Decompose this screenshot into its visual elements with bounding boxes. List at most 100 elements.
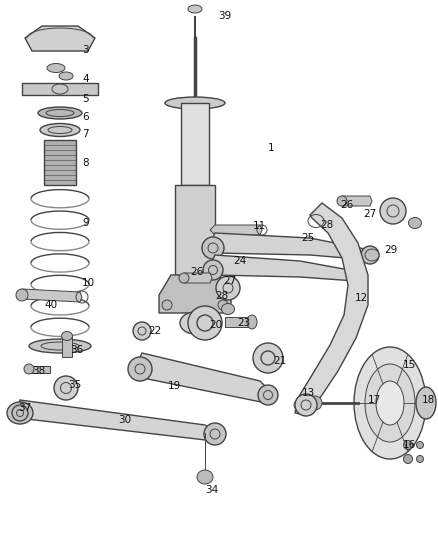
Text: 24: 24 — [233, 256, 246, 266]
Ellipse shape — [38, 107, 82, 119]
Text: 37: 37 — [18, 403, 31, 413]
Bar — [225, 317, 251, 327]
Text: 1: 1 — [268, 143, 275, 153]
Bar — [28, 366, 50, 373]
Ellipse shape — [247, 315, 257, 329]
Ellipse shape — [216, 276, 240, 300]
Ellipse shape — [416, 387, 436, 419]
Ellipse shape — [204, 423, 226, 445]
Ellipse shape — [59, 72, 73, 80]
Text: 18: 18 — [422, 395, 435, 405]
Ellipse shape — [188, 306, 222, 340]
Polygon shape — [210, 225, 262, 235]
Text: 19: 19 — [168, 381, 181, 391]
Text: 20: 20 — [209, 320, 222, 330]
Ellipse shape — [162, 300, 172, 310]
Text: 27: 27 — [223, 276, 236, 286]
Text: 15: 15 — [403, 360, 416, 370]
Text: 21: 21 — [273, 356, 286, 366]
Ellipse shape — [47, 63, 65, 72]
Bar — [175, 185, 215, 275]
Ellipse shape — [417, 441, 424, 448]
Polygon shape — [159, 275, 231, 313]
Ellipse shape — [133, 322, 151, 340]
Text: 23: 23 — [237, 318, 250, 328]
Polygon shape — [210, 233, 370, 260]
Ellipse shape — [222, 303, 234, 314]
Polygon shape — [25, 26, 95, 51]
Polygon shape — [136, 353, 272, 403]
Ellipse shape — [54, 376, 78, 400]
Text: 26: 26 — [340, 200, 353, 210]
Ellipse shape — [203, 260, 223, 280]
Ellipse shape — [417, 456, 424, 463]
Text: 34: 34 — [205, 485, 218, 495]
Ellipse shape — [365, 364, 415, 442]
Polygon shape — [182, 273, 212, 283]
Text: 6: 6 — [82, 112, 88, 122]
Ellipse shape — [365, 249, 379, 261]
Text: 39: 39 — [218, 11, 231, 21]
Text: 26: 26 — [190, 267, 203, 277]
Text: 11: 11 — [253, 221, 266, 231]
Ellipse shape — [337, 196, 347, 206]
Text: 13: 13 — [302, 388, 315, 398]
Ellipse shape — [16, 289, 28, 301]
Bar — [181, 103, 209, 185]
Ellipse shape — [12, 405, 28, 421]
Ellipse shape — [361, 246, 379, 264]
Bar — [62, 337, 72, 357]
Ellipse shape — [202, 237, 224, 259]
Ellipse shape — [354, 347, 426, 459]
Bar — [44, 140, 76, 185]
Ellipse shape — [40, 124, 80, 136]
Text: 28: 28 — [215, 291, 228, 301]
Ellipse shape — [253, 343, 283, 373]
Polygon shape — [20, 289, 82, 302]
Text: 28: 28 — [320, 220, 333, 230]
Ellipse shape — [403, 440, 413, 449]
Ellipse shape — [380, 198, 406, 224]
Text: 27: 27 — [363, 209, 376, 219]
Text: 9: 9 — [82, 218, 88, 228]
Ellipse shape — [7, 402, 33, 424]
Text: 10: 10 — [82, 278, 95, 288]
Text: 25: 25 — [301, 233, 314, 243]
Ellipse shape — [218, 300, 228, 310]
Ellipse shape — [347, 269, 363, 284]
Polygon shape — [210, 255, 355, 281]
Text: 30: 30 — [118, 415, 131, 425]
Ellipse shape — [403, 455, 413, 464]
Ellipse shape — [308, 396, 322, 410]
Text: 16: 16 — [403, 440, 416, 450]
Text: 8: 8 — [82, 158, 88, 168]
Ellipse shape — [61, 332, 73, 341]
Bar — [22, 83, 98, 95]
Ellipse shape — [188, 5, 202, 13]
Ellipse shape — [179, 273, 189, 283]
Ellipse shape — [295, 394, 317, 416]
Text: 29: 29 — [384, 245, 397, 255]
Text: 40: 40 — [44, 300, 57, 310]
Text: 35: 35 — [68, 380, 81, 390]
Ellipse shape — [24, 364, 34, 374]
Ellipse shape — [29, 339, 91, 353]
Ellipse shape — [165, 97, 225, 109]
Ellipse shape — [128, 357, 152, 381]
Ellipse shape — [409, 217, 421, 229]
Text: 4: 4 — [82, 74, 88, 84]
Text: 38: 38 — [32, 366, 45, 376]
Text: 12: 12 — [355, 293, 368, 303]
Ellipse shape — [258, 385, 278, 405]
Ellipse shape — [376, 381, 404, 425]
Text: 5: 5 — [82, 94, 88, 104]
Polygon shape — [295, 203, 368, 415]
Text: 36: 36 — [70, 345, 83, 355]
Polygon shape — [18, 400, 218, 441]
Ellipse shape — [197, 470, 213, 484]
Text: 22: 22 — [148, 326, 161, 336]
Polygon shape — [340, 196, 372, 206]
Text: 17: 17 — [368, 395, 381, 405]
Text: 7: 7 — [82, 129, 88, 139]
Ellipse shape — [180, 312, 210, 334]
